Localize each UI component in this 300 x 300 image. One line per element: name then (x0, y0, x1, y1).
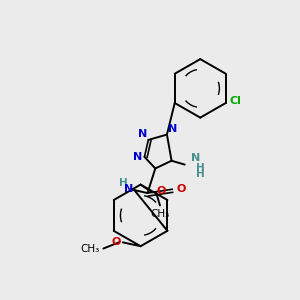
Text: N: N (133, 152, 142, 162)
Text: H: H (196, 169, 205, 179)
Text: N: N (191, 153, 200, 163)
Text: N: N (124, 184, 134, 194)
Text: O: O (112, 237, 121, 247)
Text: CH₃: CH₃ (150, 209, 170, 219)
Text: O: O (176, 184, 186, 194)
Text: O: O (156, 186, 166, 196)
Text: N: N (137, 129, 147, 139)
Text: H: H (119, 178, 128, 188)
Text: H: H (196, 164, 205, 173)
Text: N: N (169, 124, 178, 134)
Text: Cl: Cl (230, 96, 242, 106)
Text: CH₃: CH₃ (80, 244, 100, 254)
